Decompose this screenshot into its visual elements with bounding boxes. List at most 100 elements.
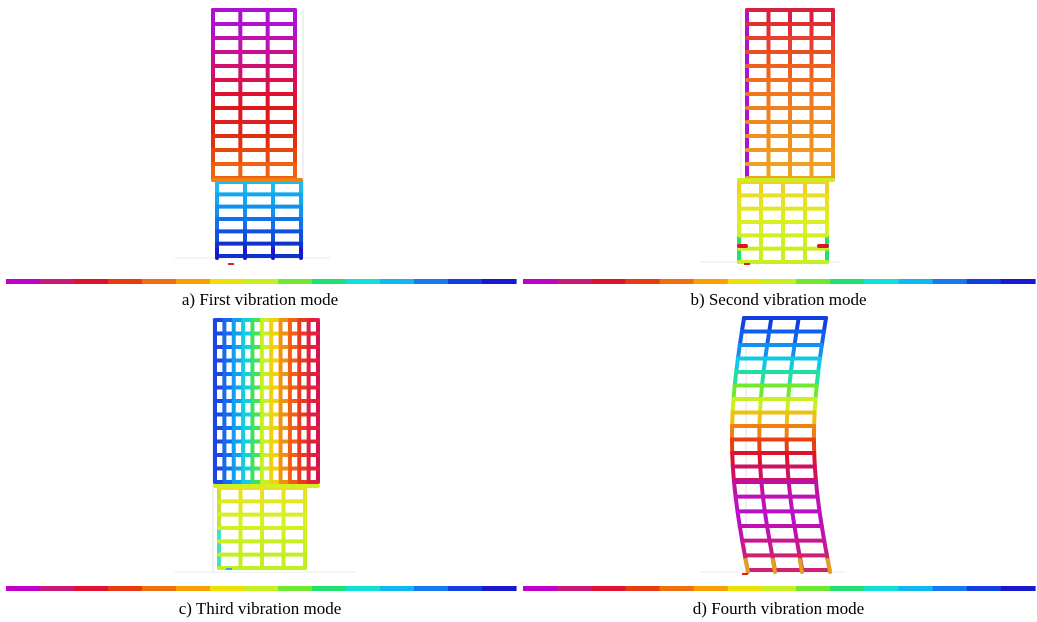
c-origin-marker <box>226 568 232 570</box>
d-upper-column <box>758 464 764 482</box>
d-upper-column <box>814 370 821 388</box>
b-scale-segment <box>659 279 695 284</box>
d-upper-column <box>812 464 818 482</box>
d-upper-column <box>760 370 766 388</box>
b-scale-segment <box>932 279 968 284</box>
d-scale-segment <box>898 586 934 591</box>
d-lower-column <box>817 509 824 528</box>
d-upper-column <box>735 343 742 361</box>
d-upper-column <box>758 383 765 401</box>
d-scale-segment <box>591 586 626 591</box>
d-scale-segment <box>966 586 1002 591</box>
d-upper-column <box>734 356 740 374</box>
d-lower-column <box>786 480 793 499</box>
d-origin-marker <box>742 573 748 575</box>
d-upper-column <box>732 370 739 388</box>
c-scale-segment <box>6 586 41 591</box>
d-upper-column <box>812 410 817 428</box>
a-scale-segment <box>482 279 517 284</box>
b-scale-segment <box>898 279 934 284</box>
d-upper-column <box>784 410 790 428</box>
c-scale-segment <box>482 586 517 591</box>
caption-third-mode: c) Third vibration mode <box>178 599 342 618</box>
d-scale-segment <box>932 586 968 591</box>
a-scale-segment <box>244 279 279 284</box>
d-upper-column <box>787 370 793 388</box>
d-lower-column <box>794 538 802 558</box>
a-scale-segment <box>6 279 41 284</box>
d-upper-column <box>816 356 822 374</box>
d-upper-column <box>821 316 828 334</box>
d-lower-column <box>819 524 827 543</box>
b-scale-segment <box>727 279 763 284</box>
d-lower-column <box>792 524 799 543</box>
d-base-column <box>770 558 777 574</box>
b-scale-segment <box>761 279 797 284</box>
fourth-mode-frame-diagram <box>523 316 1036 591</box>
d-lower-column <box>760 494 767 514</box>
b-scale-segment <box>1000 279 1036 284</box>
d-lower-column <box>735 509 742 528</box>
d-scale-segment <box>830 586 865 591</box>
c-scale-segment <box>108 586 143 591</box>
a-scale-segment <box>414 279 449 284</box>
d-upper-column <box>763 343 770 361</box>
d-upper-column <box>790 343 797 361</box>
a-scale-segment <box>312 279 347 284</box>
c-scale-segment <box>414 586 449 591</box>
c-scale-segment <box>278 586 313 591</box>
c-scale-segment <box>312 586 347 591</box>
c-scale-segment <box>448 586 483 591</box>
c-scale-segment <box>142 586 177 591</box>
c-scale-segment <box>40 586 75 591</box>
c-scale-segment <box>346 586 381 591</box>
d-upper-column <box>785 397 791 415</box>
d-scale-segment <box>796 586 831 591</box>
d-scale-segment <box>659 586 695 591</box>
d-scale-segment <box>557 586 592 591</box>
panel-first-mode: a) First vibration mode <box>0 0 520 310</box>
d-lower-column <box>815 494 822 514</box>
b-scale-segment <box>830 279 865 284</box>
d-upper-column <box>792 329 799 347</box>
d-upper-column <box>794 316 801 334</box>
d-upper-column <box>737 329 744 347</box>
b-scale-segment <box>591 279 626 284</box>
a-scale-segment <box>448 279 483 284</box>
b-scale-segment <box>966 279 1002 284</box>
third-mode-frame-diagram <box>6 317 517 591</box>
panel-fourth-mode: d) Fourth vibration mode <box>520 310 1037 622</box>
b-scale-segment <box>523 279 558 284</box>
d-lower-column <box>822 538 829 558</box>
d-upper-column <box>757 451 763 469</box>
a-scale-segment <box>142 279 177 284</box>
caption-fourth-mode: d) Fourth vibration mode <box>692 599 865 618</box>
d-base-column <box>797 558 804 574</box>
b-scale-segment <box>693 279 729 284</box>
d-upper-column <box>730 464 736 482</box>
d-scale-segment <box>523 586 558 591</box>
d-base-column <box>743 558 750 574</box>
c-scale-segment <box>380 586 415 591</box>
d-lower-column <box>788 494 795 514</box>
d-upper-column <box>730 410 735 428</box>
d-lower-column <box>765 524 772 543</box>
d-scale-segment <box>693 586 729 591</box>
a-scale-segment <box>346 279 381 284</box>
b-scale-segment <box>864 279 900 284</box>
a-scale-segment <box>176 279 211 284</box>
panel-third-mode: c) Third vibration mode <box>0 310 520 622</box>
d-upper-column <box>786 383 792 401</box>
b-scale-segment <box>796 279 831 284</box>
b-scale-segment <box>625 279 661 284</box>
a-scale-segment <box>210 279 245 284</box>
a-scale-segment <box>40 279 75 284</box>
c-scale-segment <box>176 586 211 591</box>
d-scale-segment <box>761 586 797 591</box>
d-upper-column <box>730 397 736 415</box>
d-lower-column <box>740 538 747 558</box>
panel-second-mode: b) Second vibration mode <box>520 0 1037 310</box>
d-upper-column <box>817 343 824 361</box>
d-upper-column <box>813 383 819 401</box>
a-scale-segment <box>278 279 313 284</box>
